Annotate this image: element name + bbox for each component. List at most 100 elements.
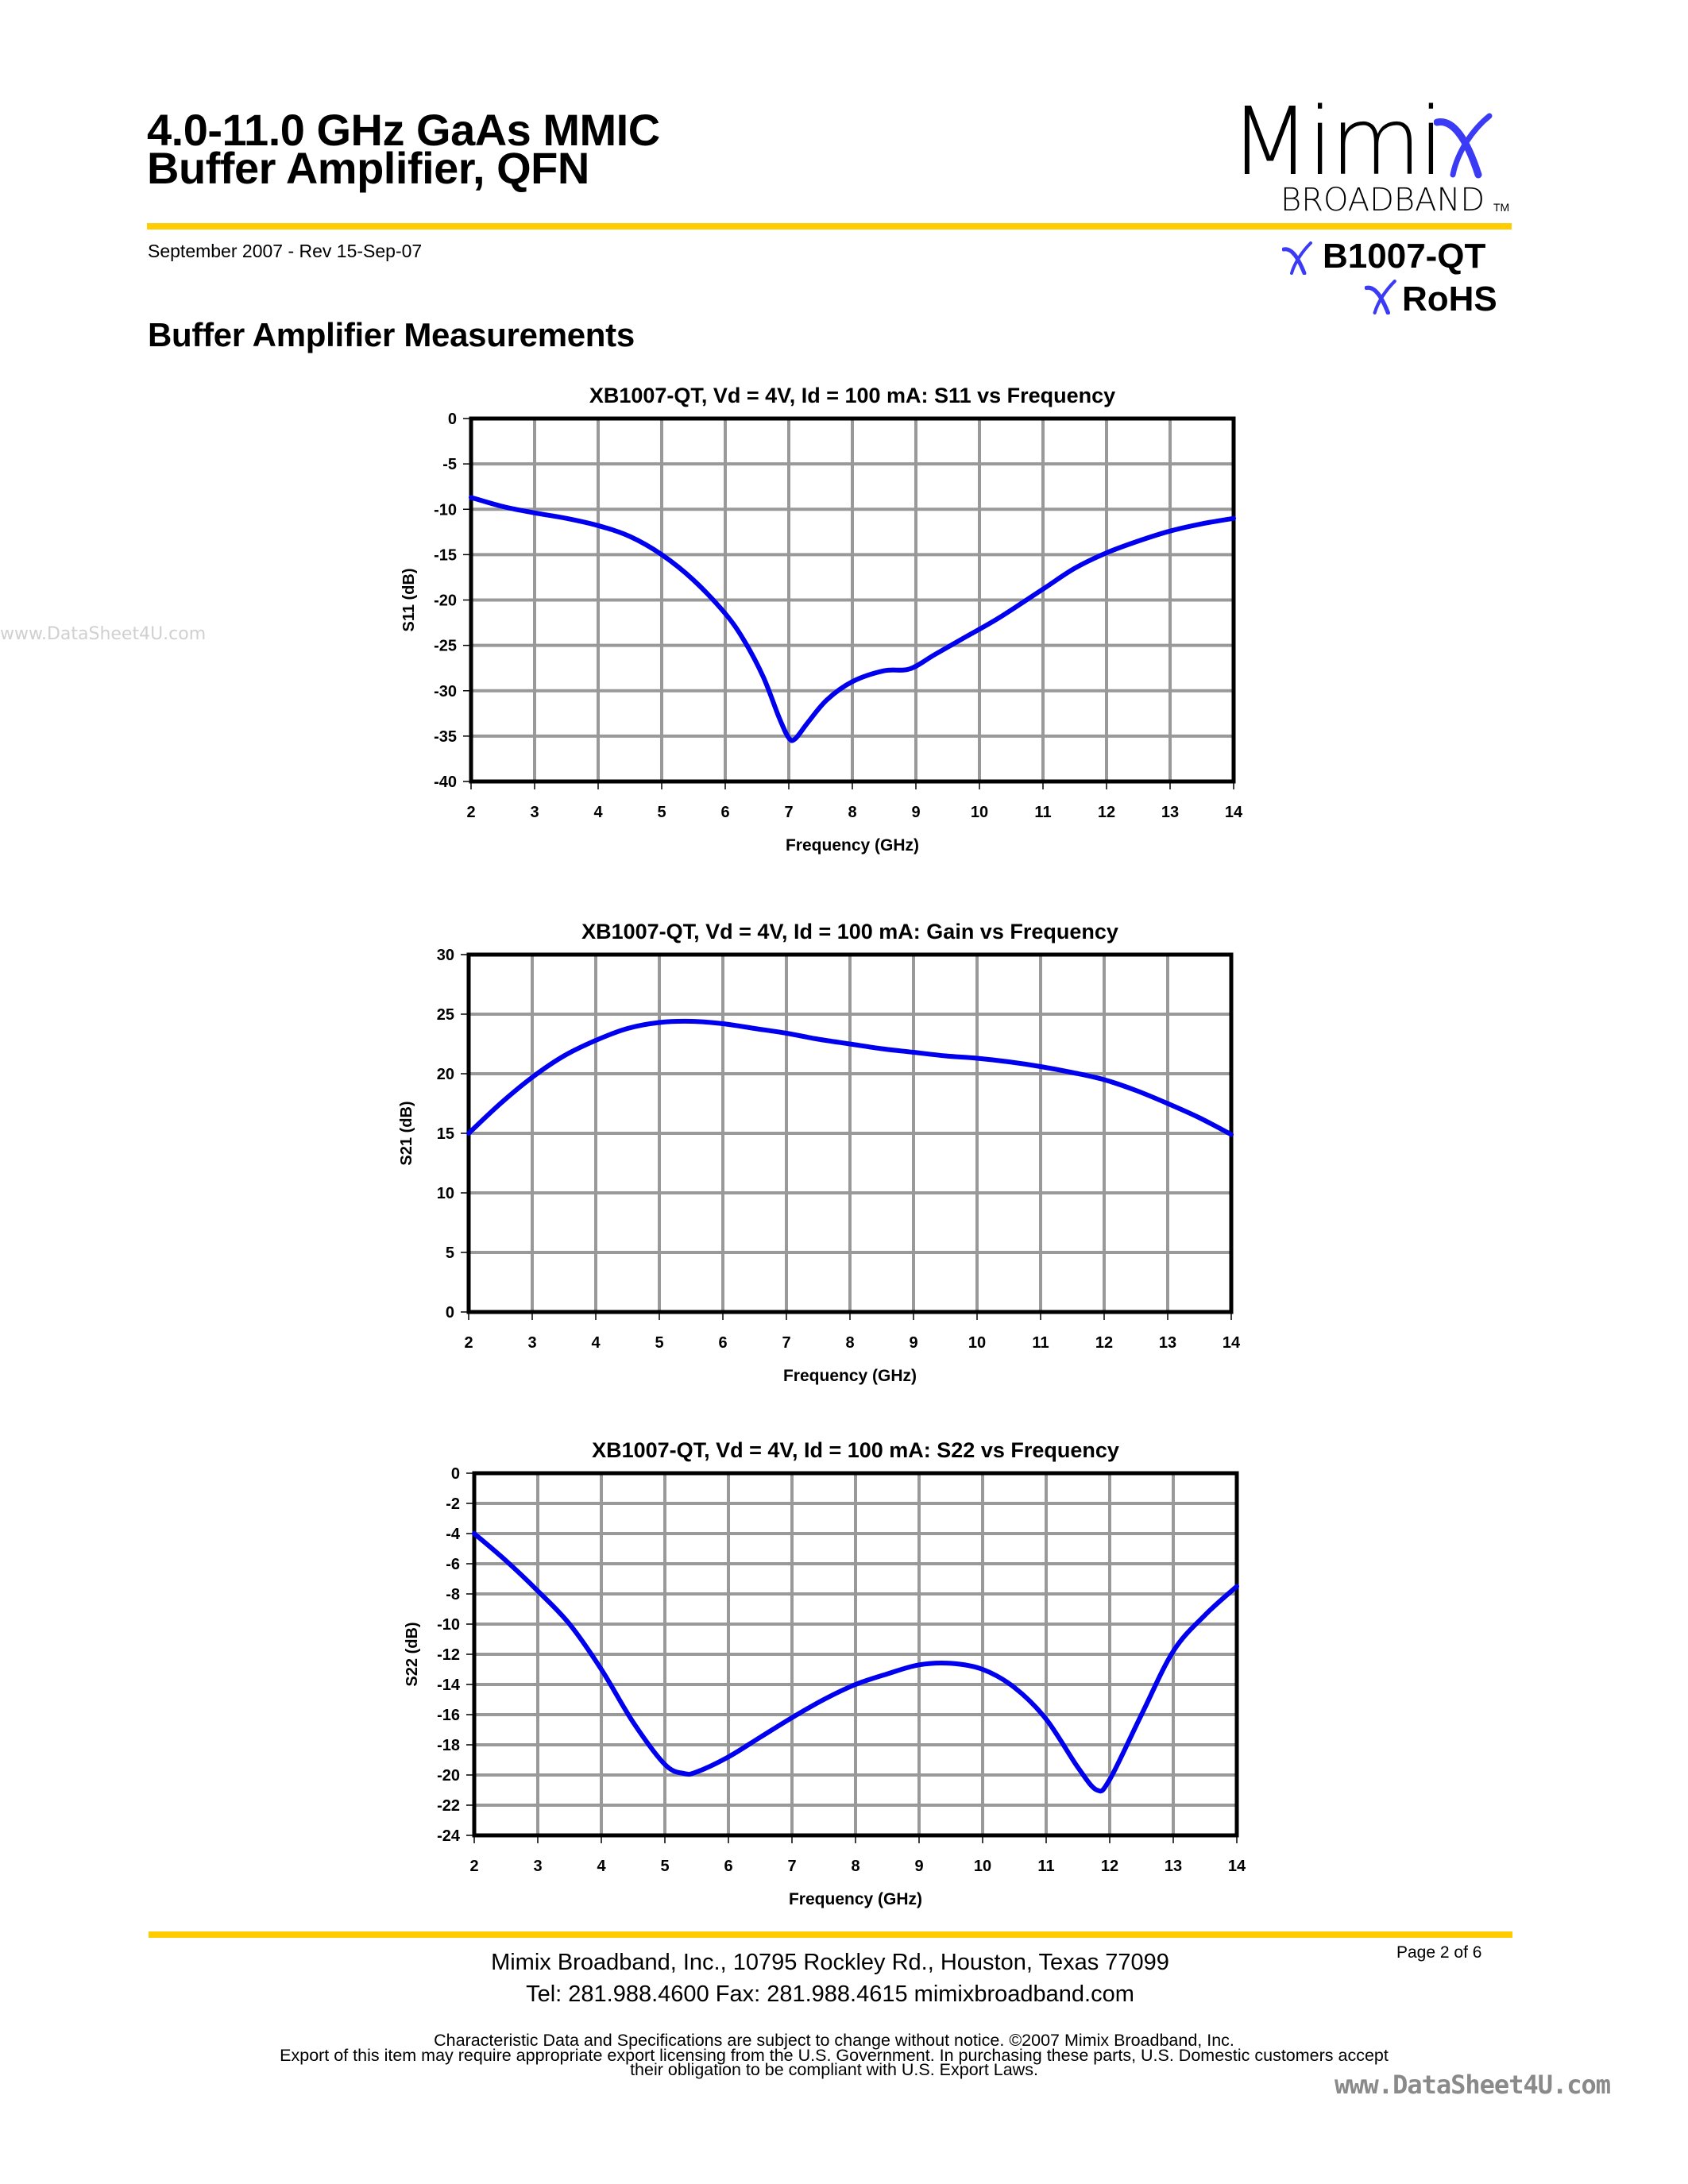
x-tick-label: 13 [1159, 1334, 1176, 1352]
x-tick-label: 4 [597, 1858, 606, 1875]
x-tick-label: 10 [971, 804, 988, 821]
x-tick-label: 6 [724, 1858, 732, 1875]
data-series-line [472, 1531, 1239, 1794]
y-tick-label: 0 [451, 1465, 460, 1483]
x-axis-label: Frequency (GHz) [783, 1367, 917, 1385]
rohs-badge: RoHS [1402, 280, 1497, 318]
x-tick-label: 10 [974, 1858, 991, 1875]
y-tick-label: -14 [437, 1677, 461, 1694]
watermark-bottom: www.DataSheet4U.com [1335, 2070, 1611, 2100]
rohs-x-icon [1365, 280, 1396, 314]
y-tick-label: 30 [437, 947, 454, 964]
x-tick-label: 9 [911, 804, 920, 821]
s22-chart: 0 -2 -4 -6 -8 -10 -12 -14 -16 -18 -20 -22 -24 2 3 4 5 6 7 8… [404, 1438, 1246, 1908]
y-tick-label: -18 [437, 1737, 460, 1754]
page-number: Page 2 of 6 [1396, 1943, 1482, 1962]
y-tick-label: 15 [437, 1125, 454, 1143]
revision-date: September 2007 - Rev 15-Sep-07 [148, 241, 423, 261]
x-tick-label: 6 [720, 804, 729, 821]
y-tick-label: -40 [434, 774, 457, 791]
y-tick-label: -20 [434, 592, 457, 610]
y-tick-label: 10 [437, 1185, 454, 1202]
company-address: Mimix Broadband, Inc., 10795 Rockley Rd.… [491, 1950, 1169, 1975]
x-tick-label: 11 [1037, 1858, 1054, 1875]
x-tick-label: 3 [527, 1334, 536, 1352]
x-tick-label: 2 [466, 804, 475, 821]
y-tick-label: -16 [437, 1707, 460, 1724]
x-tick-label: 7 [784, 804, 793, 821]
x-tick-label: 13 [1165, 1858, 1182, 1875]
gain-chart: 30 25 20 15 10 5 02 3 4 5 6 7 8 9 10 11 12 13 14 XB1007-QT,… [398, 920, 1241, 1385]
x-tick-label: 10 [968, 1334, 986, 1352]
chart-title: XB1007-QT, Vd = 4V, Id = 100 mA: S22 vs … [592, 1438, 1119, 1462]
y-tick-label: -2 [446, 1495, 460, 1513]
company-contact: Tel: 281.988.4600 Fax: 281.988.4615 mimi… [526, 1981, 1134, 2007]
x-tick-label: 8 [848, 804, 856, 821]
legal-line-3: their obligation to be compliant with U.… [630, 2060, 1038, 2079]
y-axis-label: S21 (dB) [398, 1101, 415, 1165]
x-tick-label: 12 [1095, 1334, 1113, 1352]
x-tick-label: 14 [1228, 1858, 1246, 1875]
x-axis-label: Frequency (GHz) [789, 1890, 922, 1908]
y-tick-label: -20 [437, 1767, 460, 1785]
y-tick-label: -6 [446, 1556, 460, 1573]
y-tick-label: -15 [434, 546, 457, 564]
y-tick-label: -12 [437, 1646, 460, 1664]
y-tick-label: -5 [442, 456, 457, 473]
part-number: B1007-QT [1323, 237, 1486, 276]
x-tick-label: 5 [657, 804, 666, 821]
x-tick-label: 7 [782, 1334, 790, 1352]
x-tick-label: 5 [655, 1334, 663, 1352]
y-tick-label: -30 [434, 683, 457, 700]
y-tick-label: -8 [446, 1586, 460, 1603]
chart-title: XB1007-QT, Vd = 4V, Id = 100 mA: S11 vs … [589, 384, 1115, 407]
x-tick-label: 4 [593, 804, 603, 821]
watermark-left: www.DataSheet4U.com [0, 624, 207, 644]
y-tick-label: 25 [437, 1006, 454, 1024]
title-line-2: Buffer Amplifier, QFN [147, 143, 589, 193]
document-title: 4.0-11.0 GHz GaAs MMIC Buffer Amplifier,… [147, 105, 660, 193]
y-tick-label: -22 [437, 1797, 460, 1815]
logo-wordmark: Mimi [1230, 87, 1444, 196]
part-x-icon [1282, 241, 1312, 275]
x-tick-label: 9 [909, 1334, 917, 1352]
data-series-line [469, 495, 1236, 743]
data-series-line [466, 1018, 1234, 1137]
legal-line-1: Characteristic Data and Specifications a… [434, 2031, 1234, 2050]
chart-title: XB1007-QT, Vd = 4V, Id = 100 mA: Gain vs… [581, 920, 1118, 943]
x-tick-label: 4 [591, 1334, 601, 1352]
logo-subtitle: BROADBAND [1280, 182, 1485, 218]
x-tick-label: 5 [660, 1858, 669, 1875]
x-tick-label: 13 [1161, 804, 1179, 821]
x-tick-label: 8 [845, 1334, 854, 1352]
section-title: Buffer Amplifier Measurements [148, 316, 635, 353]
footer-rule [149, 1931, 1512, 1938]
x-tick-label: 11 [1032, 1334, 1049, 1352]
x-tick-label: 3 [530, 804, 539, 821]
x-tick-label: 2 [469, 1858, 478, 1875]
y-axis-label: S11 (dB) [400, 568, 418, 631]
y-tick-label: -10 [437, 1616, 460, 1634]
y-tick-label: -35 [434, 728, 457, 746]
x-tick-label: 12 [1098, 804, 1115, 821]
y-tick-label: -10 [434, 501, 457, 519]
y-tick-label: 0 [446, 1304, 454, 1322]
x-tick-label: 9 [914, 1858, 923, 1875]
x-tick-label: 14 [1225, 804, 1243, 821]
logo-x-icon [1434, 113, 1493, 179]
y-tick-label: 20 [437, 1066, 454, 1083]
legal-notice: Characteristic Data and Specifications a… [151, 2031, 1517, 2079]
x-tick-label: 12 [1101, 1858, 1118, 1875]
x-tick-label: 8 [851, 1858, 859, 1875]
y-tick-label: -4 [446, 1526, 461, 1543]
x-tick-label: 3 [533, 1858, 542, 1875]
trademark-mark: TM [1493, 201, 1510, 214]
legal-line-2: Export of this item may require appropri… [280, 2045, 1389, 2065]
y-axis-label: S22 (dB) [404, 1622, 421, 1686]
y-tick-label: 5 [446, 1244, 454, 1262]
x-tick-label: 11 [1034, 804, 1051, 821]
x-tick-label: 6 [718, 1334, 727, 1352]
x-axis-label: Frequency (GHz) [786, 836, 919, 855]
title-line-1: 4.0-11.0 GHz GaAs MMIC [147, 105, 660, 155]
